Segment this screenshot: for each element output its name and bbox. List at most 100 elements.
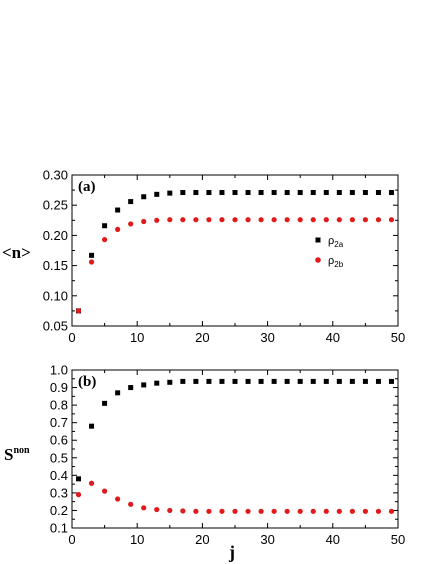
data-point-circle bbox=[245, 217, 251, 223]
data-point-circle bbox=[258, 508, 264, 514]
y-tick-label: 0.8 bbox=[50, 398, 68, 413]
y-tick-label: 0.05 bbox=[43, 319, 68, 334]
data-point-square bbox=[336, 378, 342, 384]
x-tick-label: 20 bbox=[195, 532, 209, 547]
data-point-circle bbox=[284, 508, 290, 514]
data-point-circle bbox=[336, 217, 342, 223]
data-point-circle bbox=[206, 217, 212, 223]
x-axis-label: j bbox=[228, 542, 235, 562]
data-point-square bbox=[271, 190, 277, 196]
data-point-circle bbox=[375, 508, 382, 514]
data-point-square bbox=[206, 378, 212, 384]
y-tick-label: 0.15 bbox=[43, 258, 68, 273]
x-tick-label: 40 bbox=[326, 330, 340, 345]
data-point-circle bbox=[75, 492, 82, 498]
data-point-circle bbox=[128, 501, 134, 507]
data-point-square bbox=[271, 378, 277, 384]
data-point-circle bbox=[219, 508, 225, 514]
y-tick-label: 0.4 bbox=[50, 468, 68, 483]
legend-label-base: ρ bbox=[328, 235, 334, 247]
data-point-circle bbox=[88, 480, 95, 486]
data-point-circle bbox=[167, 217, 173, 223]
plot-frame-b bbox=[71, 369, 399, 529]
data-point-circle bbox=[154, 506, 160, 513]
legend-marker-square bbox=[315, 237, 321, 243]
y-tick-label: 0.5 bbox=[50, 450, 68, 465]
y-tick-label: 0.10 bbox=[43, 288, 68, 303]
data-point-square bbox=[141, 194, 147, 200]
legend-label: ρ2a bbox=[328, 235, 344, 249]
data-point-circle bbox=[297, 508, 303, 514]
data-point-square bbox=[310, 190, 316, 196]
data-point-circle bbox=[388, 508, 395, 514]
data-point-square bbox=[245, 378, 251, 384]
x-tick-label: 50 bbox=[391, 330, 405, 345]
x-tick-label: 40 bbox=[326, 532, 340, 547]
x-tick-label: 0 bbox=[68, 330, 75, 345]
legend-box bbox=[310, 226, 370, 274]
data-point-circle bbox=[349, 508, 355, 514]
data-point-circle bbox=[258, 217, 264, 223]
data-point-circle bbox=[362, 508, 368, 514]
y-tick-label: 0.6 bbox=[50, 433, 68, 448]
data-point-square bbox=[115, 207, 121, 213]
x-tick-label: 0 bbox=[68, 532, 75, 547]
data-point-square bbox=[141, 382, 147, 388]
data-point-square bbox=[102, 223, 108, 229]
data-point-circle bbox=[219, 217, 225, 223]
x-tick-label: 50 bbox=[391, 532, 405, 547]
data-point-square bbox=[89, 423, 95, 429]
data-point-square bbox=[102, 400, 108, 406]
legend-label: ρ2b bbox=[328, 255, 344, 269]
data-point-square bbox=[284, 190, 290, 196]
data-point-circle bbox=[388, 217, 395, 223]
data-point-circle bbox=[141, 505, 147, 511]
x-tick-label: 10 bbox=[130, 532, 144, 547]
x-tick-label: 10 bbox=[130, 330, 144, 345]
data-point-square bbox=[375, 190, 381, 196]
data-point-circle bbox=[232, 217, 238, 223]
data-point-square bbox=[388, 378, 394, 384]
data-point-square bbox=[128, 199, 134, 205]
data-point-square bbox=[336, 190, 342, 196]
data-point-circle bbox=[167, 507, 173, 514]
panel-label-a: (a) bbox=[78, 179, 96, 195]
data-marks-b bbox=[75, 378, 395, 514]
x-tick-label: 30 bbox=[260, 532, 274, 547]
data-point-circle bbox=[193, 217, 199, 223]
y-tick-label: 0.20 bbox=[43, 228, 68, 243]
y-axis-label-b-base: S bbox=[4, 445, 13, 464]
data-point-square bbox=[284, 378, 290, 384]
data-point-square bbox=[180, 378, 186, 384]
data-point-circle bbox=[141, 218, 147, 225]
data-point-square bbox=[232, 378, 238, 384]
data-point-square bbox=[310, 378, 316, 384]
data-point-square bbox=[362, 378, 368, 384]
panel-b: 0 10 20 30 40 50 0.1 0.2 0.3 0.4 0.5 0.6 0.7 0.8 0.9 1.… bbox=[4, 363, 405, 563]
panel-label-b: (b) bbox=[78, 374, 96, 390]
data-point-square bbox=[167, 379, 173, 385]
data-point-square bbox=[388, 190, 394, 196]
data-point-circle bbox=[115, 226, 121, 232]
legend-marker-circle bbox=[315, 257, 321, 263]
data-point-circle bbox=[206, 508, 212, 514]
data-point-circle bbox=[102, 237, 108, 243]
data-point-circle bbox=[271, 217, 277, 223]
data-point-circle bbox=[284, 217, 290, 223]
data-point-square bbox=[245, 190, 251, 196]
y-tick-label: 0.2 bbox=[50, 503, 68, 518]
y-tick-label: 0.1 bbox=[50, 521, 68, 536]
data-point-square bbox=[154, 191, 160, 197]
y-tick-label: 1.0 bbox=[50, 363, 68, 378]
data-point-square bbox=[154, 380, 160, 386]
data-point-circle bbox=[115, 496, 121, 502]
data-point-square bbox=[349, 190, 355, 196]
data-point-circle bbox=[336, 508, 342, 514]
axis-ticks-a: 0 10 20 30 40 50 0.05 0.10 0.15 0.20 0.25 0.30 bbox=[43, 168, 406, 346]
data-point-circle bbox=[323, 508, 329, 514]
legend-label-sub: 2b bbox=[334, 260, 343, 269]
data-point-square bbox=[362, 190, 368, 196]
data-point-circle bbox=[310, 217, 316, 223]
y-tick-label: 0.7 bbox=[50, 415, 68, 430]
